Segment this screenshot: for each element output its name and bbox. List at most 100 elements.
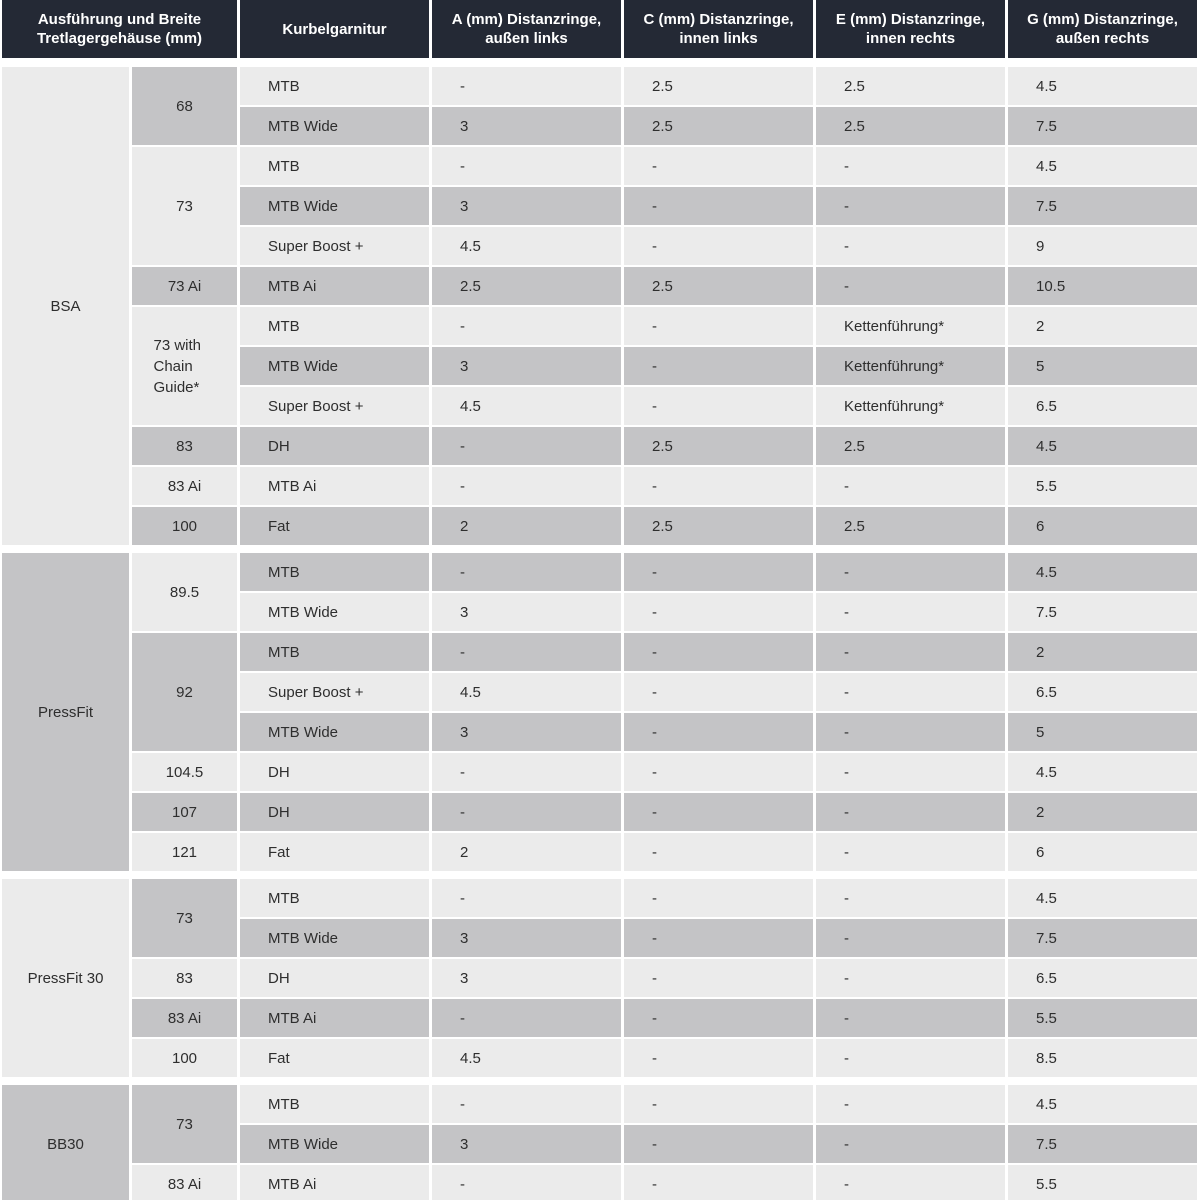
width-cell: 73 (132, 879, 237, 957)
value-cell-g: 4.5 (1008, 553, 1197, 591)
value-cell-e: - (816, 673, 1005, 711)
width-label: 73 (176, 197, 193, 215)
rows: MTB - - Kettenführung* 2 MTB Wide 3- Kettenführ… (240, 307, 1197, 425)
rows: MTB Ai - - -5.5 (240, 999, 1197, 1037)
value-cell-c: - (624, 147, 813, 185)
crank-cell: DH (240, 959, 429, 997)
width-group: 92 MTB - - -2 Super Boost +4.5- -6.5 MTB Wide 3-… (132, 633, 1197, 751)
crank-cell: MTB Wide (240, 347, 429, 385)
width-label: 73 (176, 1115, 193, 1133)
value-cell-c: - (624, 999, 813, 1037)
width-cell: 73 (132, 147, 237, 265)
table-row: MTB Ai - - -5.5 (240, 999, 1197, 1037)
crank-cell: MTB Wide (240, 919, 429, 957)
table-body: BSA 68 MTB -2.5 2.5 4.5 MTB Wide 3 2.5 2.5 7.5 73 MT… (0, 67, 1200, 1200)
width-cell: 100 (132, 507, 237, 545)
value-cell-g: 4.5 (1008, 753, 1197, 791)
value-cell-g: 4.5 (1008, 1085, 1197, 1123)
rows: MTB - - -4.5 MTB Wide 3- -7.5 Super Boost +4.5-… (240, 147, 1197, 265)
width-group: 83 DH -2.5 2.5 4.5 (132, 427, 1197, 465)
crank-cell: DH (240, 793, 429, 831)
section-rows: 73 MTB - - -4.5 MTB Wide 3- -7.5 83 DH 3- -6.5 83 Ai… (132, 879, 1197, 1077)
value-cell-g: 9 (1008, 227, 1197, 265)
rows: Fat 2 2.5 2.5 6 (240, 507, 1197, 545)
value-cell-c: - (624, 593, 813, 631)
value-cell-c: - (624, 387, 813, 425)
value-cell-g: 5 (1008, 347, 1197, 385)
header-kurbelgarnitur: Kurbelgarnitur (240, 0, 429, 58)
width-label: 83 Ai (167, 1175, 202, 1193)
value-cell-g: 5 (1008, 713, 1197, 751)
value-cell-c: 2.5 (624, 427, 813, 465)
value-cell-g: 7.5 (1008, 187, 1197, 225)
table-row: MTB - - -4.5 (240, 553, 1197, 591)
rows: DH -2.5 2.5 4.5 (240, 427, 1197, 465)
value-cell-g: 4.5 (1008, 879, 1197, 917)
value-cell-c: - (624, 713, 813, 751)
width-group: 100 Fat 4.5- -8.5 (132, 1039, 1197, 1077)
value-cell-c: - (624, 919, 813, 957)
value-cell-e: - (816, 227, 1005, 265)
crank-cell: Fat (240, 1039, 429, 1077)
value-cell-a: 3 (432, 959, 621, 997)
width-label: 83 Ai (167, 477, 202, 495)
value-cell-g: 2 (1008, 307, 1197, 345)
crank-cell: Super Boost + (240, 227, 429, 265)
value-cell-c: - (624, 1125, 813, 1163)
table-row: Super Boost +4.5- -9 (240, 227, 1197, 265)
value-cell-c: - (624, 553, 813, 591)
crank-cell: MTB Ai (240, 1165, 429, 1200)
value-cell-g: 4.5 (1008, 147, 1197, 185)
table-row: MTB Wide 3- Kettenführung* 5 (240, 347, 1197, 385)
value-cell-e: 2.5 (816, 107, 1005, 145)
table-row: MTB Ai - - -5.5 (240, 467, 1197, 505)
rows: MTB - - -4.5 MTB Wide 3- -7.5 (240, 1085, 1197, 1163)
width-group: 73 MTB - - -4.5 MTB Wide 3- -7.5 (132, 879, 1197, 957)
value-cell-a: 3 (432, 347, 621, 385)
value-cell-a: - (432, 793, 621, 831)
value-cell-c: - (624, 959, 813, 997)
crank-cell: Super Boost + (240, 673, 429, 711)
rows: Fat 2- -6 (240, 833, 1197, 871)
value-cell-c: - (624, 879, 813, 917)
value-cell-a: - (432, 1085, 621, 1123)
header-g-distanzringe-aussen-rechts: G (mm) Distanzringe, außen rechts (1008, 0, 1197, 58)
value-cell-g: 6.5 (1008, 959, 1197, 997)
group-cell: BB30 (2, 1085, 129, 1200)
width-cell: 83 Ai (132, 467, 237, 505)
section-bsa: BSA 68 MTB -2.5 2.5 4.5 MTB Wide 3 2.5 2.5 7.5 73 MT… (2, 67, 1200, 545)
value-cell-e: Kettenführung* (816, 347, 1005, 385)
table-row: Fat 2 2.5 2.5 6 (240, 507, 1197, 545)
value-cell-a: 4.5 (432, 673, 621, 711)
table-row: Fat 4.5- -8.5 (240, 1039, 1197, 1077)
group-label: PressFit (37, 703, 93, 721)
width-group: 68 MTB -2.5 2.5 4.5 MTB Wide 3 2.5 2.5 7.5 (132, 67, 1197, 145)
value-cell-c: - (624, 673, 813, 711)
value-cell-c: - (624, 833, 813, 871)
rows: DH 3- -6.5 (240, 959, 1197, 997)
width-label: 83 (176, 437, 193, 455)
table-row: MTB - - -4.5 (240, 1085, 1197, 1123)
width-label: 100 (171, 517, 198, 535)
crank-cell: DH (240, 427, 429, 465)
section-bb30: BB30 73 MTB - - -4.5 MTB Wide 3- -7.5 83 Ai MTB Ai… (2, 1085, 1200, 1200)
value-cell-a: 4.5 (432, 387, 621, 425)
width-cell: 89.5 (132, 553, 237, 631)
crank-cell: MTB Wide (240, 107, 429, 145)
width-group: 83 Ai MTB Ai - - -5.5 (132, 1165, 1197, 1200)
width-group: 83 Ai MTB Ai - - -5.5 (132, 467, 1197, 505)
value-cell-g: 5.5 (1008, 999, 1197, 1037)
group-cell: BSA (2, 67, 129, 545)
value-cell-e: 2.5 (816, 507, 1005, 545)
value-cell-c: 2.5 (624, 67, 813, 105)
value-cell-c: 2.5 (624, 507, 813, 545)
group-label: PressFit 30 (27, 969, 104, 987)
table-row: DH - - -2 (240, 793, 1197, 831)
value-cell-a: 4.5 (432, 227, 621, 265)
value-cell-e: - (816, 713, 1005, 751)
group-cell: PressFit (2, 553, 129, 871)
width-label: 68 (176, 97, 193, 115)
table-row: MTB - - Kettenführung* 2 (240, 307, 1197, 345)
crank-cell: MTB Ai (240, 267, 429, 305)
